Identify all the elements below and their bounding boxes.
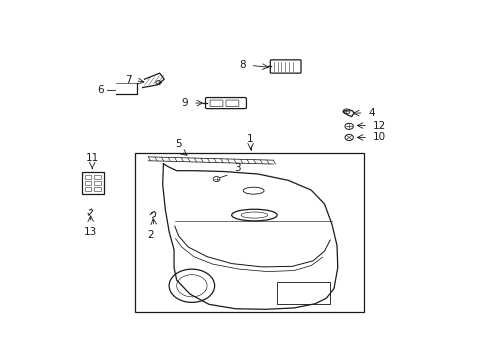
- Bar: [85, 181, 91, 185]
- Text: 3: 3: [233, 163, 240, 174]
- Text: 1: 1: [247, 134, 253, 144]
- Bar: [94, 181, 101, 185]
- Text: 8: 8: [239, 60, 245, 70]
- Text: 12: 12: [372, 121, 386, 131]
- Bar: [85, 187, 91, 191]
- Bar: [85, 175, 91, 179]
- Bar: [135, 153, 364, 312]
- Bar: [277, 282, 329, 304]
- Text: 9: 9: [182, 98, 188, 108]
- Text: 5: 5: [175, 139, 182, 149]
- Text: 2: 2: [147, 230, 154, 240]
- Text: 13: 13: [84, 227, 97, 237]
- Bar: [82, 172, 104, 194]
- Text: 4: 4: [367, 108, 374, 118]
- Text: 11: 11: [85, 153, 99, 163]
- Text: 6: 6: [98, 85, 104, 95]
- Bar: [94, 187, 101, 191]
- Text: 10: 10: [372, 132, 386, 143]
- Bar: [94, 175, 101, 179]
- Text: 7: 7: [124, 75, 131, 85]
